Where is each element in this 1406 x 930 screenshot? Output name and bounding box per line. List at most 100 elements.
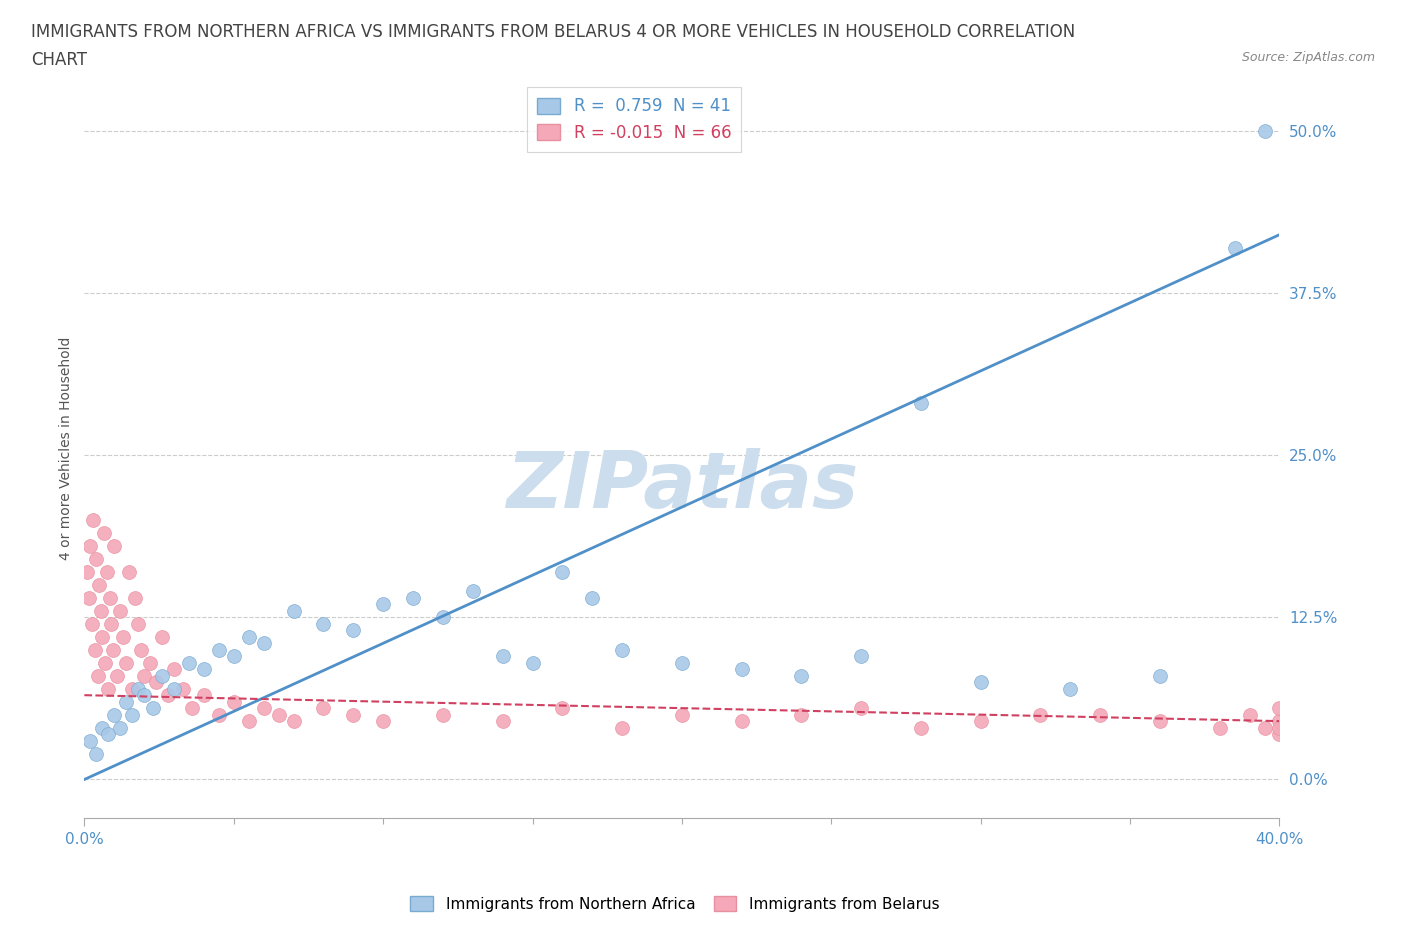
Point (103, 707, 125, 722)
Point (849, 700, 872, 715)
Point (121, 682, 143, 697)
Point (492, 649, 515, 664)
Point (110, 720, 132, 735)
Legend: R =  0.759  N = 41, R = -0.015  N = 66: R = 0.759 N = 41, R = -0.015 N = 66 (527, 87, 741, 152)
Point (193, 688, 215, 703)
Point (731, 713, 754, 728)
Point (371, 713, 394, 728)
Point (1059, 682, 1081, 697)
Point (610, 643, 633, 658)
Point (83, 643, 105, 658)
Point (238, 713, 260, 728)
Point (1253, 720, 1275, 735)
Point (145, 675, 167, 690)
Point (1149, 713, 1171, 728)
Point (342, 707, 364, 722)
Point (91, 630, 114, 644)
Point (283, 713, 305, 728)
Point (127, 682, 149, 697)
Point (1239, 707, 1261, 722)
Point (461, 584, 484, 599)
Point (253, 636, 276, 651)
Point (283, 604, 305, 618)
Point (90, 604, 112, 618)
Point (551, 565, 574, 579)
Point (103, 538, 125, 553)
Point (1149, 669, 1171, 684)
Point (1268, 700, 1291, 715)
Point (432, 610, 454, 625)
Text: IMMIGRANTS FROM NORTHERN AFRICA VS IMMIGRANTS FROM BELARUS 4 OR MORE VEHICLES IN: IMMIGRANTS FROM NORTHERN AFRICA VS IMMIG… (31, 23, 1076, 41)
Legend: Immigrants from Northern Africa, Immigrants from Belarus: Immigrants from Northern Africa, Immigra… (405, 890, 945, 918)
Point (551, 700, 574, 715)
Point (79, 538, 101, 553)
Point (208, 707, 231, 722)
Text: Source: ZipAtlas.com: Source: ZipAtlas.com (1241, 51, 1375, 64)
Point (96, 565, 118, 579)
Point (163, 682, 186, 697)
Point (115, 656, 138, 671)
Point (910, 396, 932, 411)
Point (312, 617, 335, 631)
Point (110, 604, 132, 618)
Point (132, 669, 156, 684)
Point (80, 617, 103, 631)
Point (139, 656, 162, 671)
Point (581, 591, 603, 605)
Point (208, 643, 231, 658)
Y-axis label: 4 or more Vehicles in Household: 4 or more Vehicles in Household (59, 337, 73, 561)
Point (94, 656, 117, 671)
Point (970, 713, 993, 728)
Point (1223, 240, 1246, 255)
Point (371, 597, 394, 612)
Point (222, 694, 245, 709)
Point (790, 707, 813, 722)
Point (118, 565, 141, 579)
Point (97, 726, 120, 741)
Point (91, 720, 114, 735)
Text: CHART: CHART (31, 51, 87, 69)
Point (970, 675, 993, 690)
Point (238, 630, 260, 644)
Point (180, 700, 202, 715)
Point (93, 525, 115, 540)
Point (1208, 720, 1230, 735)
Point (312, 700, 335, 715)
Point (172, 682, 194, 697)
Point (132, 688, 156, 703)
Point (112, 630, 135, 644)
Point (671, 707, 693, 722)
Point (522, 656, 544, 671)
Point (100, 617, 122, 631)
Point (1088, 707, 1111, 722)
Point (115, 694, 138, 709)
Point (910, 720, 932, 735)
Point (77, 591, 100, 605)
Point (127, 617, 149, 631)
Point (671, 656, 693, 671)
Point (79, 733, 101, 748)
Point (97, 682, 120, 697)
Point (89, 578, 111, 592)
Point (1253, 124, 1275, 139)
Point (124, 591, 146, 605)
Point (1268, 713, 1291, 728)
Point (402, 591, 425, 605)
Point (1268, 720, 1291, 735)
Point (492, 713, 515, 728)
Point (849, 649, 872, 664)
Point (86, 551, 108, 566)
Point (222, 649, 245, 664)
Point (157, 688, 180, 703)
Point (432, 707, 454, 722)
Point (98, 591, 121, 605)
Point (790, 669, 813, 684)
Point (177, 656, 200, 671)
Point (193, 662, 215, 677)
Point (150, 669, 173, 684)
Point (1268, 726, 1291, 741)
Point (1029, 707, 1052, 722)
Point (121, 707, 143, 722)
Point (82, 512, 104, 527)
Point (142, 700, 165, 715)
